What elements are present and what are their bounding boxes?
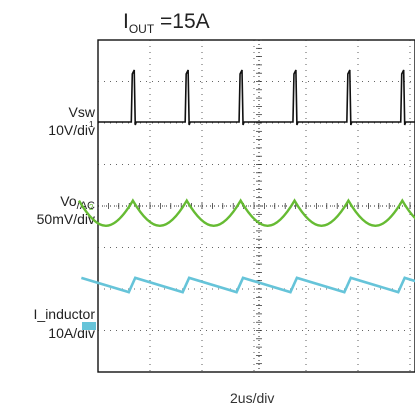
channel-label-inductor-current: I_inductor [33, 306, 95, 322]
marker-inductor-current [82, 322, 96, 330]
trace-vo [77, 198, 415, 228]
time-scale-label: 2us/div [230, 390, 275, 406]
trace-vsw [98, 69, 415, 126]
marker-vo: 2 [89, 203, 94, 212]
channel-scale-vsw: 10V/div [48, 122, 95, 138]
chart-title: IOUT =15A [123, 10, 210, 36]
marker-vsw: 1 [89, 120, 94, 129]
channel-label-vsw: Vsw [68, 104, 95, 120]
trace-inductor-current [80, 276, 415, 294]
channel-scale-vo: 50mV/div [36, 211, 95, 227]
